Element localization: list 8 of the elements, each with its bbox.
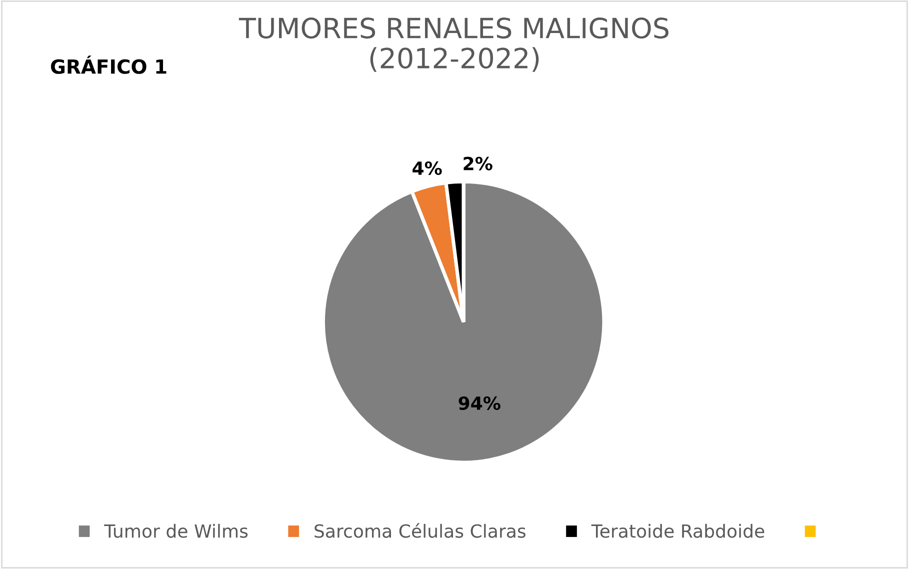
legend-label: Tumor de Wilms bbox=[104, 524, 248, 538]
chart-title: TUMORES RENALES MALIGNOS (2012-2022) bbox=[238, 18, 668, 72]
data-label: 94% bbox=[458, 396, 500, 410]
text: GRÁFICO 1 bbox=[50, 56, 166, 74]
data-label: 2% bbox=[464, 156, 492, 170]
legend-label: Sarcoma Células Claras bbox=[314, 523, 526, 538]
data-label: 4% bbox=[412, 161, 442, 175]
legend-label: Teratoide Rabdoide bbox=[591, 524, 764, 538]
